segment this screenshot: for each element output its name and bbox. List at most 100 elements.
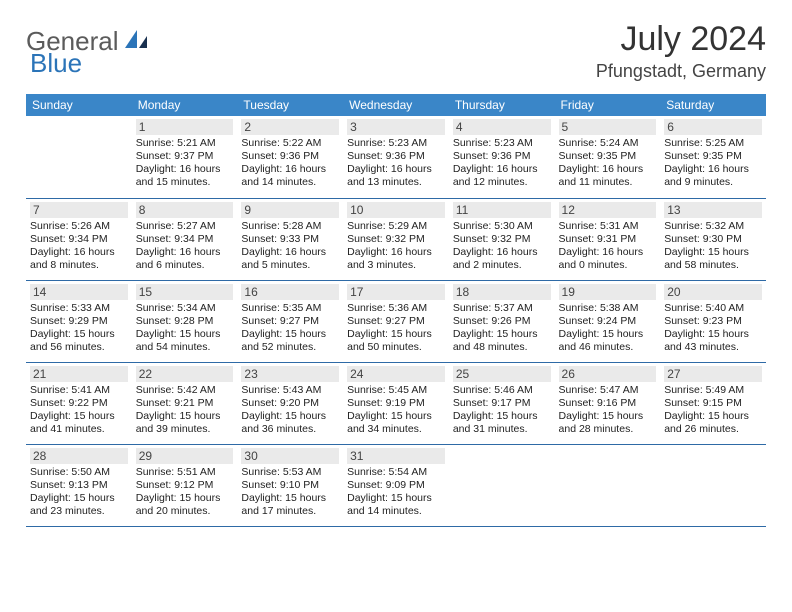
calendar-day-cell: 16Sunrise: 5:35 AMSunset: 9:27 PMDayligh… xyxy=(237,280,343,362)
sunset-line: Sunset: 9:10 PM xyxy=(241,479,339,492)
day-number: 14 xyxy=(30,284,128,300)
sunset-line: Sunset: 9:29 PM xyxy=(30,315,128,328)
daylight-line: and 41 minutes. xyxy=(30,423,128,436)
sunset-line: Sunset: 9:34 PM xyxy=(30,233,128,246)
daylight-line: and 31 minutes. xyxy=(453,423,551,436)
daylight-line: and 28 minutes. xyxy=(559,423,657,436)
sunrise-line: Sunrise: 5:26 AM xyxy=(30,220,128,233)
day-number: 5 xyxy=(559,119,657,135)
calendar-table: SundayMondayTuesdayWednesdayThursdayFrid… xyxy=(26,94,766,527)
sunset-line: Sunset: 9:12 PM xyxy=(136,479,234,492)
sunrise-line: Sunrise: 5:22 AM xyxy=(241,137,339,150)
sunset-line: Sunset: 9:27 PM xyxy=(347,315,445,328)
sunset-line: Sunset: 9:32 PM xyxy=(347,233,445,246)
calendar-body: 1 Sunrise: 5:21 AMSunset: 9:37 PM Daylight… xyxy=(26,116,766,526)
daylight-line: Daylight: 15 hours xyxy=(664,328,762,341)
sunset-line: Sunset: 9:34 PM xyxy=(136,233,234,246)
sunset-line: Sunset: 9:16 PM xyxy=(559,397,657,410)
sunset-line: Sunset: 9:23 PM xyxy=(664,315,762,328)
daylight-line: and 56 minutes. xyxy=(30,341,128,354)
daylight-line: and 0 minutes. xyxy=(559,259,657,272)
daylight-line: and 17 minutes. xyxy=(241,505,339,518)
calendar-day-cell: 13Sunrise: 5:32 AMSunset: 9:30 PMDayligh… xyxy=(660,198,766,280)
sunset-line: Sunset: 9:37 PM xyxy=(136,150,234,163)
calendar-day-cell: 6Sunrise: 5:25 AMSunset: 9:35 PMDaylight… xyxy=(660,116,766,198)
daylight-line: Daylight: 16 hours xyxy=(347,163,445,176)
calendar-day-cell: 21Sunrise: 5:41 AMSunset: 9:22 PMDayligh… xyxy=(26,362,132,444)
calendar-day-cell: 7Sunrise: 5:26 AMSunset: 9:34 PMDaylight… xyxy=(26,198,132,280)
calendar-day-cell: 26Sunrise: 5:47 AMSunset: 9:16 PMDayligh… xyxy=(555,362,661,444)
daylight-line: and 39 minutes. xyxy=(136,423,234,436)
sunset-line: Sunset: 9:30 PM xyxy=(664,233,762,246)
daylight-line: Daylight: 16 hours xyxy=(453,163,551,176)
sunset-line: Sunset: 9:09 PM xyxy=(347,479,445,492)
calendar-day-cell: 15Sunrise: 5:34 AMSunset: 9:28 PMDayligh… xyxy=(132,280,238,362)
sunrise-line: Sunrise: 5:47 AM xyxy=(559,384,657,397)
daylight-line: and 20 minutes. xyxy=(136,505,234,518)
sunrise-line: Sunrise: 5:23 AM xyxy=(347,137,445,150)
day-header: Saturday xyxy=(660,94,766,116)
sunset-line: Sunset: 9:31 PM xyxy=(559,233,657,246)
logo-text-blue: Blue xyxy=(30,48,82,78)
calendar-day-cell: 22Sunrise: 5:42 AMSunset: 9:21 PMDayligh… xyxy=(132,362,238,444)
calendar-day-cell: 29Sunrise: 5:51 AMSunset: 9:12 PMDayligh… xyxy=(132,444,238,526)
sunrise-line: Sunrise: 5:51 AM xyxy=(136,466,234,479)
daylight-line: Daylight: 16 hours xyxy=(559,163,657,176)
calendar-day-cell: 3Sunrise: 5:23 AMSunset: 9:36 PMDaylight… xyxy=(343,116,449,198)
daylight-line: Daylight: 15 hours xyxy=(30,492,128,505)
daylight-line: Daylight: 15 hours xyxy=(347,410,445,423)
daylight-line: Daylight: 16 hours xyxy=(453,246,551,259)
day-number: 16 xyxy=(241,284,339,300)
title-block: July 2024 Pfungstadt, Germany xyxy=(596,20,766,82)
daylight-line: and 46 minutes. xyxy=(559,341,657,354)
calendar-day-cell: 18Sunrise: 5:37 AMSunset: 9:26 PMDayligh… xyxy=(449,280,555,362)
calendar-day-cell: 2Sunrise: 5:22 AMSunset: 9:36 PMDaylight… xyxy=(237,116,343,198)
calendar-day-cell: 12Sunrise: 5:31 AMSunset: 9:31 PMDayligh… xyxy=(555,198,661,280)
day-number: 17 xyxy=(347,284,445,300)
daylight-line: and 13 minutes. xyxy=(347,176,445,189)
calendar-day-cell: 24Sunrise: 5:45 AMSunset: 9:19 PMDayligh… xyxy=(343,362,449,444)
daylight-line: Daylight: 15 hours xyxy=(347,492,445,505)
sunrise-line: Sunrise: 5:21 AM xyxy=(136,137,234,150)
sunrise-line: Sunrise: 5:40 AM xyxy=(664,302,762,315)
calendar-empty-cell xyxy=(26,116,132,198)
daylight-line: and 8 minutes. xyxy=(30,259,128,272)
daylight-line: Daylight: 15 hours xyxy=(664,410,762,423)
calendar-day-cell: 23Sunrise: 5:43 AMSunset: 9:20 PMDayligh… xyxy=(237,362,343,444)
sunrise-line: Sunrise: 5:49 AM xyxy=(664,384,762,397)
sunrise-line: Sunrise: 5:25 AM xyxy=(664,137,762,150)
calendar-day-cell: 19Sunrise: 5:38 AMSunset: 9:24 PMDayligh… xyxy=(555,280,661,362)
daylight-line: Daylight: 15 hours xyxy=(241,492,339,505)
sunrise-line: Sunrise: 5:45 AM xyxy=(347,384,445,397)
sunrise-line: Sunrise: 5:36 AM xyxy=(347,302,445,315)
daylight-line: Daylight: 15 hours xyxy=(559,328,657,341)
calendar-day-cell: 28Sunrise: 5:50 AMSunset: 9:13 PMDayligh… xyxy=(26,444,132,526)
calendar-day-cell: 30Sunrise: 5:53 AMSunset: 9:10 PMDayligh… xyxy=(237,444,343,526)
daylight-line: and 14 minutes. xyxy=(347,505,445,518)
location-label: Pfungstadt, Germany xyxy=(596,61,766,82)
daylight-line: Daylight: 16 hours xyxy=(559,246,657,259)
sunset-line: Sunset: 9:28 PM xyxy=(136,315,234,328)
calendar-header-row: SundayMondayTuesdayWednesdayThursdayFrid… xyxy=(26,94,766,116)
sunrise-line: Sunrise: 5:37 AM xyxy=(453,302,551,315)
day-number: 24 xyxy=(347,366,445,382)
daylight-line: and 52 minutes. xyxy=(241,341,339,354)
day-number: 15 xyxy=(136,284,234,300)
sunset-line: Sunset: 9:21 PM xyxy=(136,397,234,410)
sunrise-line: Sunrise: 5:54 AM xyxy=(347,466,445,479)
day-number: 1 xyxy=(136,119,234,135)
sunset-line: Sunset: 9:33 PM xyxy=(241,233,339,246)
page-header: General Blue July 2024 Pfungstadt, Germa… xyxy=(26,20,766,82)
daylight-line: and 58 minutes. xyxy=(664,259,762,272)
day-number: 22 xyxy=(136,366,234,382)
daylight-line: Daylight: 15 hours xyxy=(30,410,128,423)
sunset-line: Sunset: 9:27 PM xyxy=(241,315,339,328)
sunset-line: Sunset: 9:36 PM xyxy=(453,150,551,163)
sunrise-line: Sunrise: 5:33 AM xyxy=(30,302,128,315)
calendar-week-row: 1 Sunrise: 5:21 AMSunset: 9:37 PM Daylight… xyxy=(26,116,766,198)
calendar-day-cell: 14Sunrise: 5:33 AMSunset: 9:29 PMDayligh… xyxy=(26,280,132,362)
sunset-line: Sunset: 9:36 PM xyxy=(241,150,339,163)
calendar-day-cell: 9Sunrise: 5:28 AMSunset: 9:33 PMDaylight… xyxy=(237,198,343,280)
sunset-line: Sunset: 9:15 PM xyxy=(664,397,762,410)
logo-text-blue-wrap: Blue xyxy=(30,48,82,79)
